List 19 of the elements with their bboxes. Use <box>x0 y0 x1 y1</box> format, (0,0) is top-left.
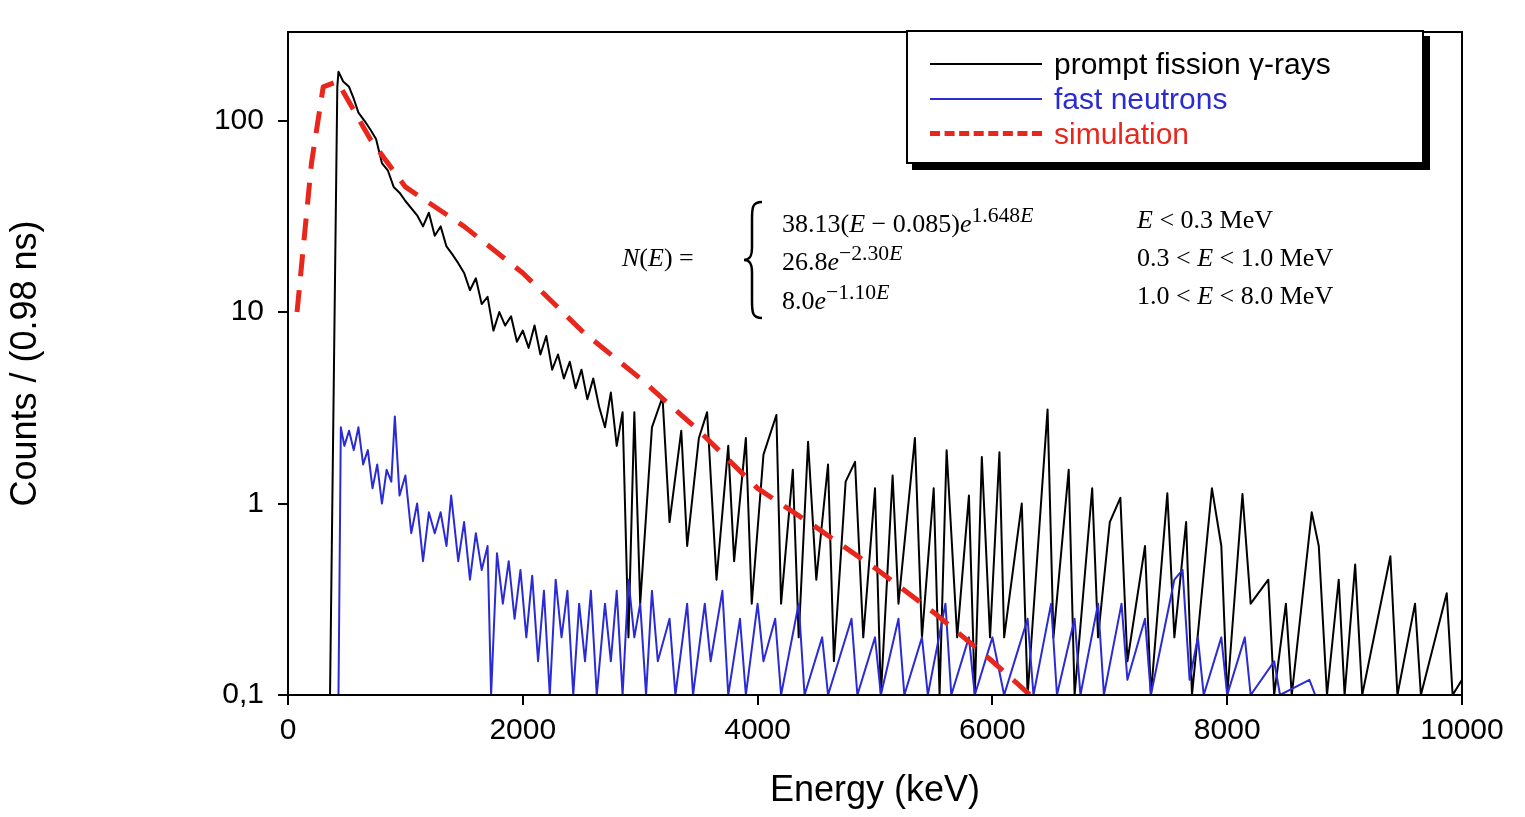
y-tick-label: 0,1 <box>222 676 264 710</box>
annotation: 1.0 < E < 8.0 MeV <box>1137 281 1334 310</box>
x-tick-label: 0 <box>279 712 297 746</box>
annotation: E < 0.3 MeV <box>1137 205 1273 234</box>
annotation: 0.3 < E < 1.0 MeV <box>1137 243 1334 272</box>
legend-label: simulation <box>1054 116 1190 151</box>
x-tick-label: 6000 <box>959 712 1026 746</box>
x-tick-label: 2000 <box>489 712 557 746</box>
y-tick-label: 1 <box>247 484 264 518</box>
legend-label: prompt fission γ-rays <box>1054 46 1331 81</box>
y-tick-label: 100 <box>213 101 264 135</box>
y-tick-label: 10 <box>230 293 264 327</box>
x-tick-label: 8000 <box>1193 712 1261 746</box>
x-tick-label: 4000 <box>724 712 791 746</box>
annotation: N(E) = <box>622 243 694 272</box>
x-tick-label: 10000 <box>1420 712 1504 746</box>
x-axis-title: Energy (keV) <box>769 768 981 810</box>
y-axis-title: Counts / (0.98 ns) <box>2 220 44 507</box>
legend-label: fast neutrons <box>1054 81 1228 116</box>
